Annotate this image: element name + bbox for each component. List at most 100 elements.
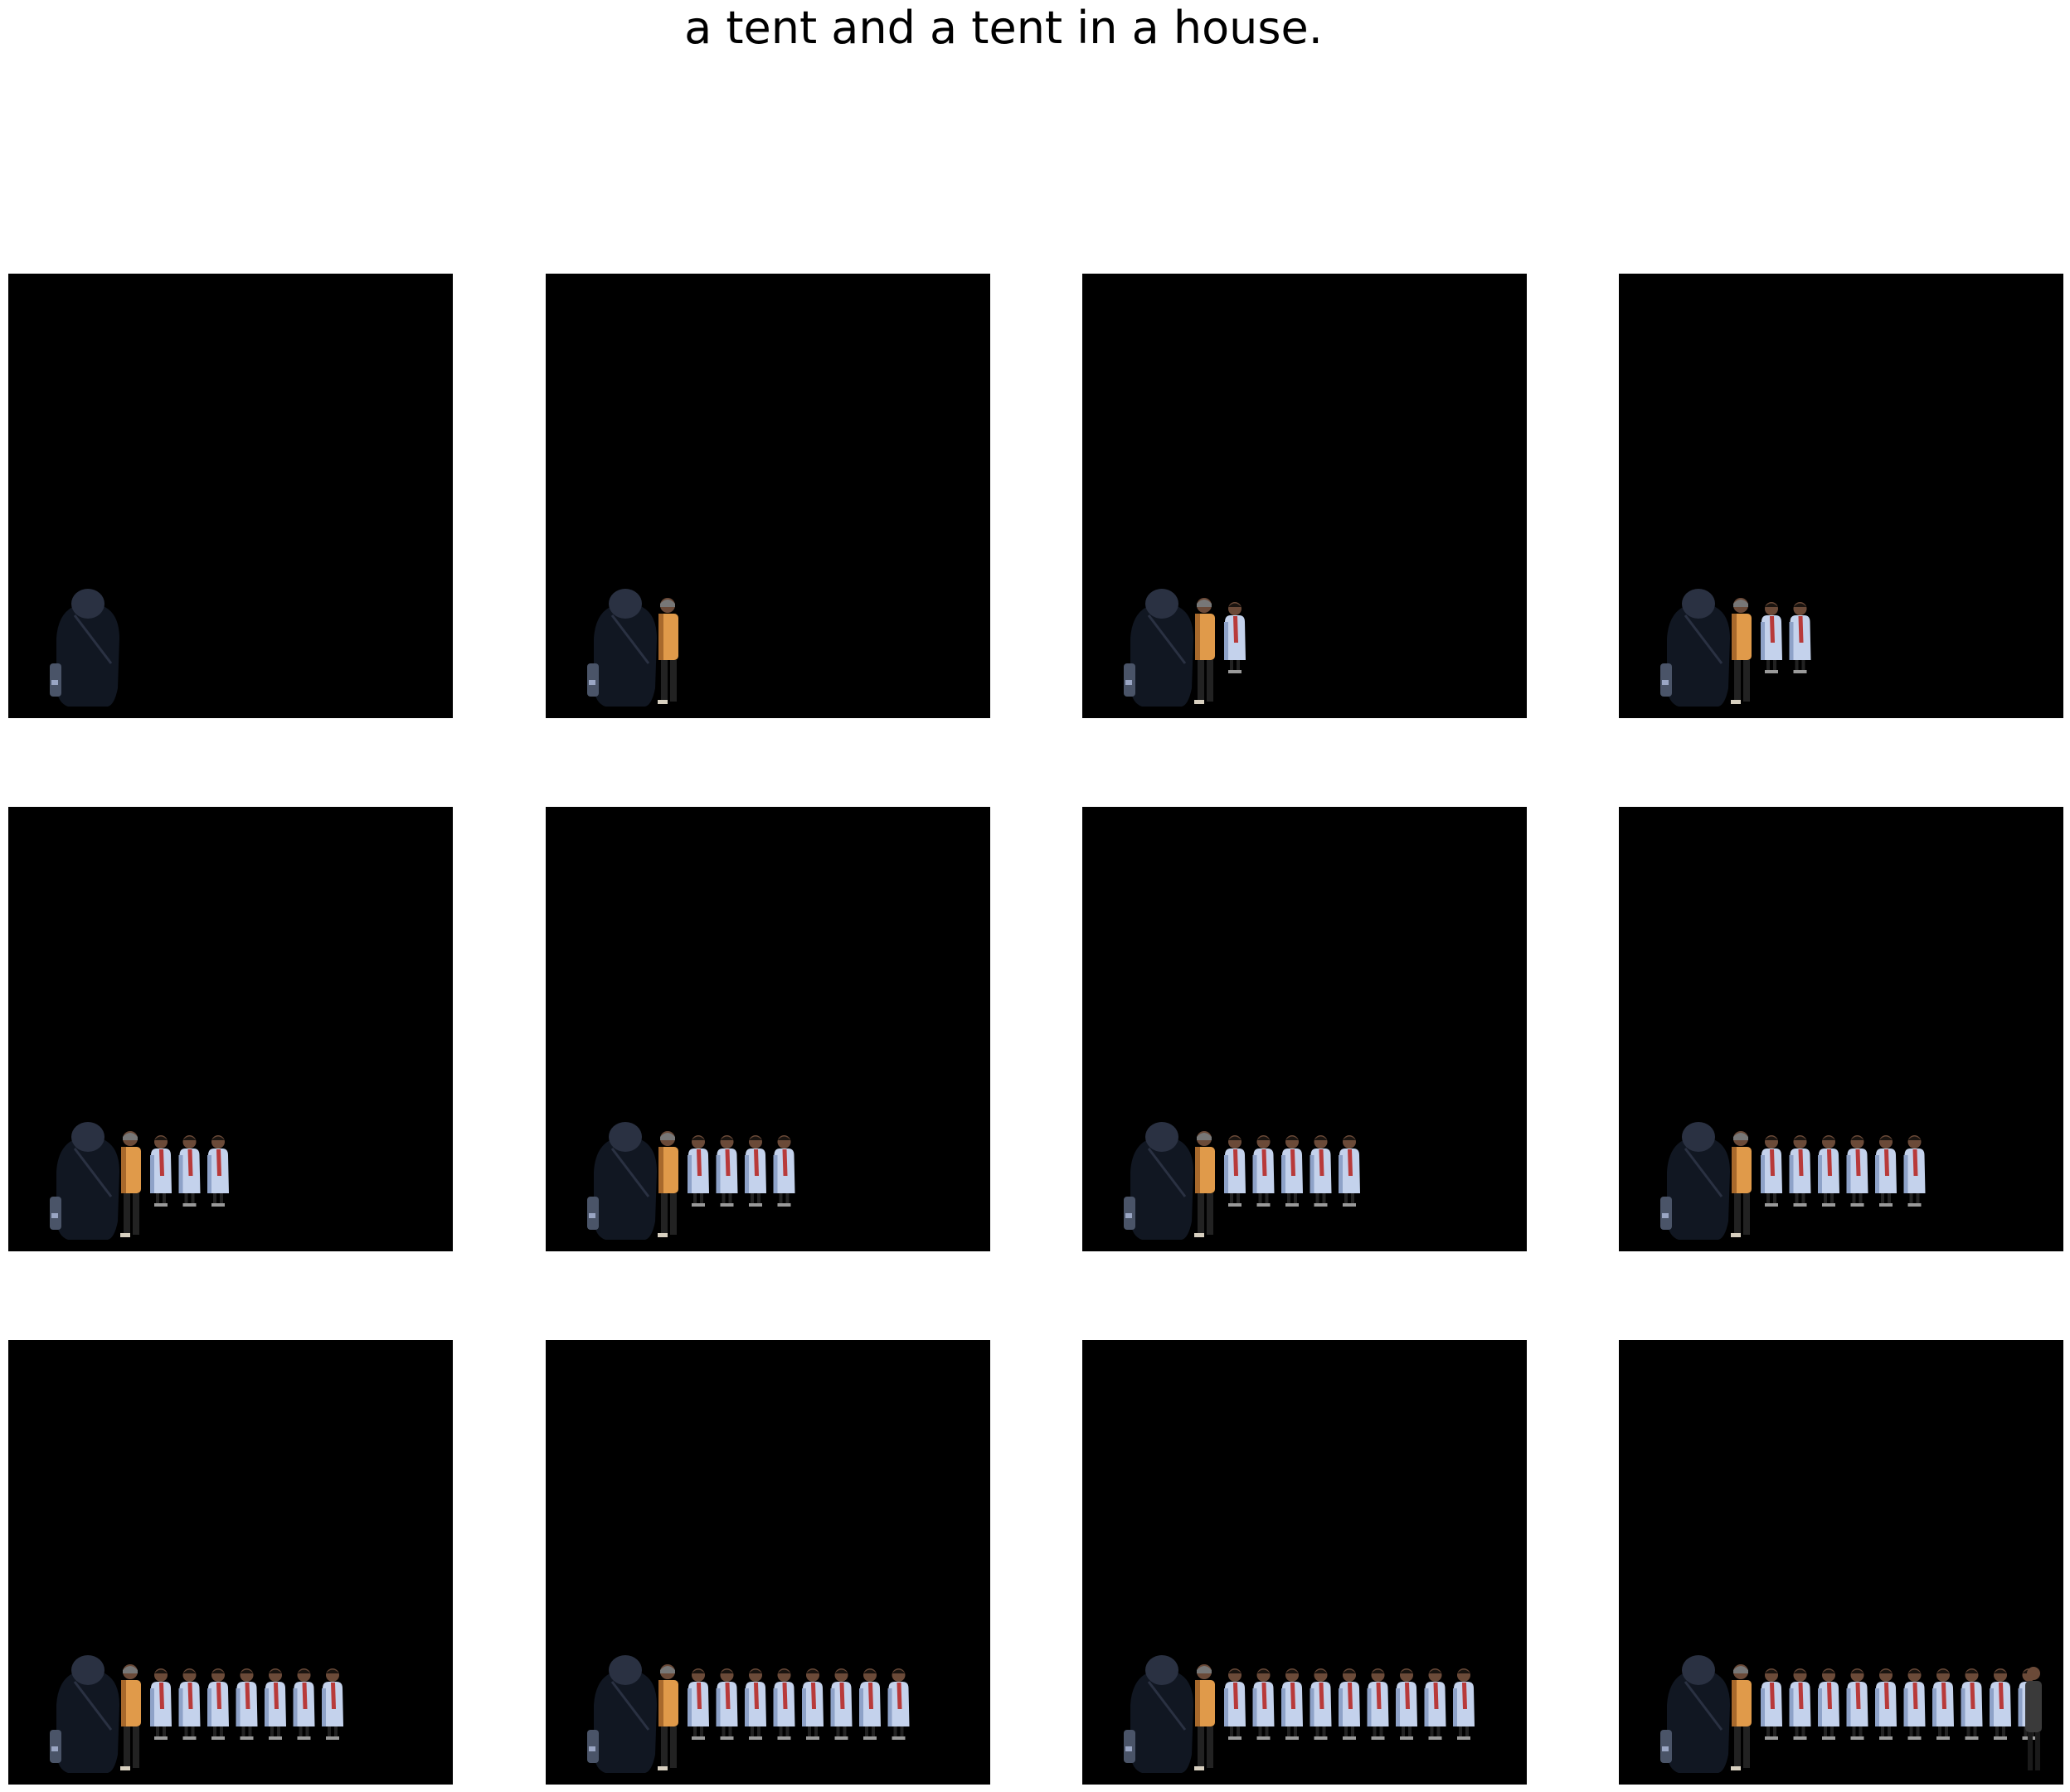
white-coat-figure-leg <box>1916 1726 1920 1738</box>
white-coat-figure-leg <box>1265 1726 1269 1738</box>
white-coat-figure-shoes <box>1793 1203 1807 1207</box>
white-coat-figure-scarf <box>216 1683 221 1709</box>
orange-figure-leg-left <box>1198 1193 1204 1235</box>
dark-coat-figure <box>1660 1655 1730 1773</box>
white-coat-figure-leg <box>1995 1726 1999 1738</box>
white-coat-figure-hair <box>269 1669 282 1673</box>
white-coat-figure-scarf <box>1884 1683 1889 1709</box>
white-coat-figure <box>688 1668 709 1740</box>
orange-jacket-figure <box>1731 1664 1752 1770</box>
white-coat-figure-shade <box>1846 1155 1851 1193</box>
white-coat-figure-hair <box>720 1136 734 1140</box>
dark-coat-hood <box>1682 1655 1715 1685</box>
white-coat-figure-scarf <box>811 1683 816 1709</box>
white-coat-figure <box>1224 1135 1246 1207</box>
white-coat-figure-scarf <box>697 1149 702 1176</box>
dark-coat-hood <box>1145 1655 1178 1685</box>
white-coat-figure-leg <box>779 1193 783 1205</box>
orange-figure-leg-right <box>133 1726 139 1768</box>
white-coat-figure <box>1224 1668 1246 1740</box>
white-coat-figure-leg <box>1852 1193 1856 1205</box>
white-coat-figure-shoes <box>720 1736 734 1740</box>
orange-figure-jacket-shade <box>658 1147 663 1193</box>
orange-figure-jacket-shade <box>121 1680 126 1726</box>
white-coat-figure-shoes <box>749 1736 762 1740</box>
white-coat-figure-shoes <box>269 1736 282 1740</box>
white-coat-figure <box>1453 1668 1475 1740</box>
white-coat-figure-hair <box>1822 1669 1835 1673</box>
white-coat-figure-shade <box>1224 1155 1228 1193</box>
image-panel-5 <box>8 807 453 1251</box>
orange-jacket-figure <box>1731 1131 1752 1237</box>
white-coat-figure <box>207 1668 229 1740</box>
white-coat-figure-scarf <box>1770 1149 1775 1176</box>
white-coat-figure-shoes <box>154 1736 168 1740</box>
white-coat-figure-hair <box>1793 1669 1807 1673</box>
orange-jacket-figure <box>658 1131 678 1237</box>
white-coat-figure-scarf <box>1970 1683 1975 1709</box>
white-coat-figure-leg <box>1859 1726 1863 1738</box>
image-panel-6 <box>546 807 990 1251</box>
white-coat-figure-leg <box>220 1726 223 1738</box>
dark-coat-body <box>1130 1139 1193 1240</box>
orange-figure-shoe <box>658 1233 668 1237</box>
white-coat-figure-shoes <box>297 1736 311 1740</box>
white-coat-figure-scarf <box>725 1149 731 1176</box>
orange-figure-hair <box>123 1133 138 1140</box>
dark-coat-bag-detail <box>51 1746 58 1751</box>
white-coat-figure-scarf <box>1999 1683 2004 1709</box>
panel-scene <box>1660 1122 1926 1240</box>
panel-scene <box>50 589 119 707</box>
white-coat-figure-shoes <box>1765 670 1778 673</box>
dark-coat-bag-detail <box>589 1746 595 1751</box>
panel-scene <box>587 1122 795 1240</box>
white-coat-figure-scarf <box>1319 1149 1324 1176</box>
white-coat-figure-shoes <box>1793 670 1807 673</box>
white-coat-figure-shoes <box>1936 1736 1950 1740</box>
white-coat-figure-shade <box>802 1688 806 1726</box>
white-coat-figure-shade <box>322 1688 326 1726</box>
white-coat-figure-leg <box>1766 660 1770 672</box>
white-coat-figure-leg <box>1795 1726 1799 1738</box>
white-coat-figure-leg <box>722 1193 726 1205</box>
white-coat-figure-shoes <box>1256 1203 1271 1207</box>
white-coat-figure-shoes <box>1256 1736 1271 1740</box>
white-coat-figure-shoes <box>749 1203 762 1207</box>
orange-jacket-figure <box>1194 1664 1215 1770</box>
dark-coat-hood <box>609 1655 642 1685</box>
orange-figure-jacket-shade <box>658 1680 663 1726</box>
dark-coat-body <box>594 1672 657 1773</box>
white-coat-figure-leg <box>865 1726 868 1738</box>
white-coat-figure-shade <box>688 1688 692 1726</box>
white-coat-figure-shoes <box>1965 1736 1979 1740</box>
white-coat-figure-hair <box>1228 1136 1242 1140</box>
white-coat-figure-shoes <box>211 1736 225 1740</box>
white-coat-figure-shoes <box>834 1736 848 1740</box>
white-coat-figure <box>887 1668 910 1740</box>
white-coat-figure-shade <box>207 1688 211 1726</box>
white-coat-figure-leg <box>872 1726 875 1738</box>
orange-figure-leg-left <box>661 1193 668 1235</box>
panel-scene <box>1124 1655 1475 1773</box>
white-coat-figure-scarf <box>1884 1149 1889 1176</box>
white-coat-figure-leg <box>814 1726 818 1738</box>
white-coat-figure-scarf <box>159 1149 164 1176</box>
white-coat-figure-shade <box>745 1688 749 1726</box>
dark-coat-bag-detail <box>51 1213 58 1218</box>
white-coat-figure-shoes <box>1314 1203 1328 1207</box>
white-coat-figure-leg <box>1938 1726 1941 1738</box>
white-coat-figure-shoes <box>1285 1736 1299 1740</box>
white-coat-figure-leg <box>213 1726 216 1738</box>
white-coat-figure-scarf <box>1770 1683 1775 1709</box>
white-coat-figure-scarf <box>1261 1149 1267 1176</box>
dark-coat-strap <box>610 1681 650 1731</box>
white-coat-figure <box>1789 1135 1811 1207</box>
white-coat-figure <box>773 1668 795 1740</box>
white-coat-figure-leg <box>843 1726 847 1738</box>
orange-jacket-figure <box>1731 598 1752 704</box>
white-coat-figure-hair <box>240 1669 254 1673</box>
white-coat-figure-shade <box>1789 622 1794 660</box>
dark-coat-strap <box>73 614 113 664</box>
orange-figure-shoe <box>1731 700 1741 704</box>
dark-coat-body <box>56 1139 119 1240</box>
